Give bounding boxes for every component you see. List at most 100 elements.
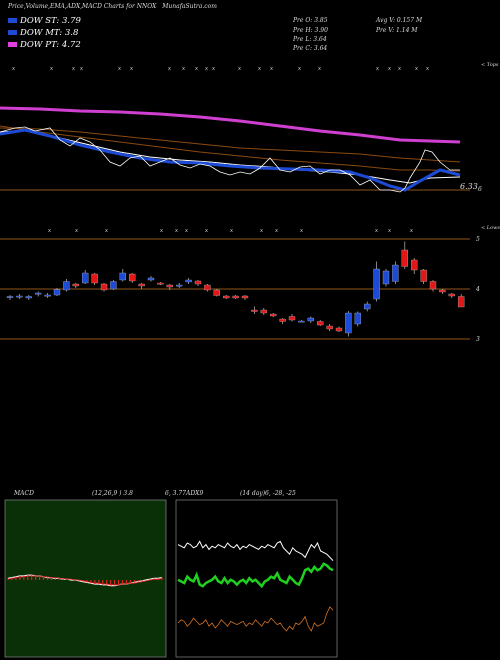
ema-long-1	[0, 127, 461, 163]
candle-body	[382, 270, 390, 285]
legend-swatch-st	[8, 18, 17, 23]
candle-body	[260, 309, 267, 314]
candle-body	[288, 316, 296, 321]
adx-main-line	[177, 540, 334, 561]
macd-panel	[4, 499, 167, 658]
adx-panel	[175, 499, 338, 658]
legend-swatch-mt	[8, 30, 17, 35]
low-marker: x	[48, 228, 51, 234]
macd-values: 6, 3.77ADX9	[165, 490, 204, 497]
adx-lines	[177, 540, 334, 632]
ema-mid-line	[0, 129, 461, 184]
candle-body	[185, 279, 192, 283]
candle-body	[326, 325, 333, 330]
top-marker: x	[182, 66, 185, 72]
low-marker: x	[205, 228, 208, 234]
top-marker: x	[12, 66, 15, 72]
candle-body	[401, 249, 408, 267]
low-marker: x	[410, 228, 413, 234]
top-marker: x	[238, 66, 241, 72]
low-marker: x	[260, 228, 263, 234]
candle-body	[194, 280, 202, 285]
candle-body	[279, 318, 286, 322]
top-marker: x	[118, 66, 121, 72]
top-marker: x	[72, 66, 75, 72]
candle-body	[138, 283, 145, 287]
candle-body	[298, 320, 305, 323]
low-marker: x	[175, 228, 178, 234]
candle-body	[448, 293, 455, 297]
title-text: Price,Volume,EMA,ADX,MACD Charts for NNO…	[8, 3, 157, 10]
chart-title: Price,Volume,EMA,ADX,MACD Charts for NNO…	[8, 3, 217, 10]
candle-body	[72, 283, 79, 287]
candle-body	[458, 296, 465, 308]
candle-body	[232, 295, 239, 299]
tick-3: 3	[476, 336, 480, 343]
macd-signal-line	[7, 575, 163, 586]
top-marker: x	[50, 66, 53, 72]
prev-close: Pre C: 3.64	[293, 45, 328, 52]
top-marker: x	[258, 66, 261, 72]
candle-body	[91, 273, 98, 284]
legend-swatch-pt	[8, 42, 17, 47]
candle-body	[100, 283, 108, 291]
top-marker: x	[130, 66, 133, 72]
low-marker: x	[185, 228, 188, 234]
candle-body	[16, 295, 23, 298]
tops-label: < Tops	[481, 62, 499, 68]
legend-dow-st: DOW ST: 3.79	[8, 16, 81, 26]
candle-body	[82, 272, 89, 284]
candle-body	[63, 281, 70, 291]
tick-4: 4	[476, 286, 480, 293]
candle-body	[429, 281, 437, 290]
candle-body	[213, 289, 220, 296]
adx-params: (14 day)6, -28, -25	[240, 490, 296, 497]
ema-pt-line	[0, 106, 461, 144]
prev-volume: Pre V: 1.14 M	[376, 27, 418, 34]
low-marker: x	[105, 228, 108, 234]
adx-minus-di-line	[177, 606, 334, 632]
low-marker: x	[275, 228, 278, 234]
top-marker: x	[168, 66, 171, 72]
low-marker: x	[300, 228, 303, 234]
prev-low: Pre L: 3.64	[293, 36, 327, 43]
legend-dow-pt: DOW PT: 4.72	[8, 40, 81, 50]
top-marker: x	[376, 66, 379, 72]
candles	[6, 241, 465, 337]
low-marker: x	[75, 228, 78, 234]
top-marker: x	[80, 66, 83, 72]
candle-body	[119, 272, 126, 281]
top-marker: x	[318, 66, 321, 72]
candle-body	[317, 321, 324, 326]
avg-volume: Avg V: 0.157 M	[376, 17, 423, 24]
top-marker: x	[298, 66, 301, 72]
candle-body	[110, 281, 117, 290]
legend-label-mt: DOW MT: 3.8	[20, 28, 79, 38]
candle-body	[129, 273, 136, 282]
site-text: MunafaSutra.com	[162, 3, 217, 10]
legend-label-st: DOW ST: 3.79	[20, 16, 81, 26]
candle-body	[157, 282, 164, 285]
candle-body	[373, 268, 380, 300]
candle-body	[420, 269, 427, 282]
low-marker: x	[160, 228, 163, 234]
prev-open: Pre O: 3.85	[293, 17, 328, 24]
price-close-line	[0, 126, 460, 193]
low-marker: x	[375, 228, 378, 234]
top-marker: x	[205, 66, 208, 72]
top-marker: x	[212, 66, 215, 72]
candle-body	[251, 309, 258, 312]
low-marker: x	[388, 228, 391, 234]
top-marker: x	[270, 66, 273, 72]
top-marker: x	[415, 66, 418, 72]
legend-dow-mt: DOW MT: 3.8	[8, 28, 78, 38]
candle-body	[307, 317, 314, 322]
candle-body	[411, 259, 418, 271]
candle-body	[35, 292, 42, 295]
macd-label-text: MACD	[14, 490, 34, 497]
candle-body	[439, 289, 446, 293]
